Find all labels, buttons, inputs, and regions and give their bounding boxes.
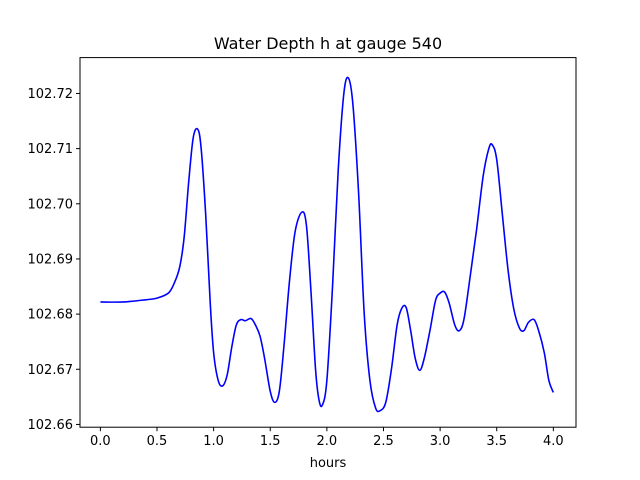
y-tick-label: 102.69 <box>28 252 74 267</box>
x-tick-label: 3.5 <box>486 434 507 449</box>
x-axis-ticks: 0.0 0.5 1.0 1.5 2.0 2.5 3.0 3.5 4.0 <box>90 427 564 449</box>
x-tick-label: 3.0 <box>430 434 451 449</box>
x-tick-label: 2.0 <box>317 434 338 449</box>
y-tick-label: 102.66 <box>28 418 74 433</box>
chart-title: Water Depth h at gauge 540 <box>214 34 442 53</box>
x-tick-label: 1.5 <box>260 434 281 449</box>
x-tick-label: 0.5 <box>147 434 168 449</box>
y-tick-label: 102.72 <box>28 87 74 102</box>
x-axis-label: hours <box>310 456 347 471</box>
y-tick-label: 102.67 <box>28 363 74 378</box>
x-tick-label: 2.5 <box>373 434 394 449</box>
plot-area-frame <box>79 57 577 428</box>
series-line-0 <box>100 76 555 413</box>
x-tick-label: 0.0 <box>90 434 111 449</box>
y-tick-label: 102.68 <box>28 308 74 323</box>
x-tick-label: 1.0 <box>203 434 224 449</box>
x-tick-label: 4.0 <box>543 434 564 449</box>
y-tick-label: 102.70 <box>28 197 74 212</box>
series-layer <box>100 76 555 413</box>
y-axis-ticks: 102.66 102.67 102.68 102.69 102.70 102.71 102.… <box>28 87 80 433</box>
y-tick-label: 102.71 <box>28 142 74 157</box>
